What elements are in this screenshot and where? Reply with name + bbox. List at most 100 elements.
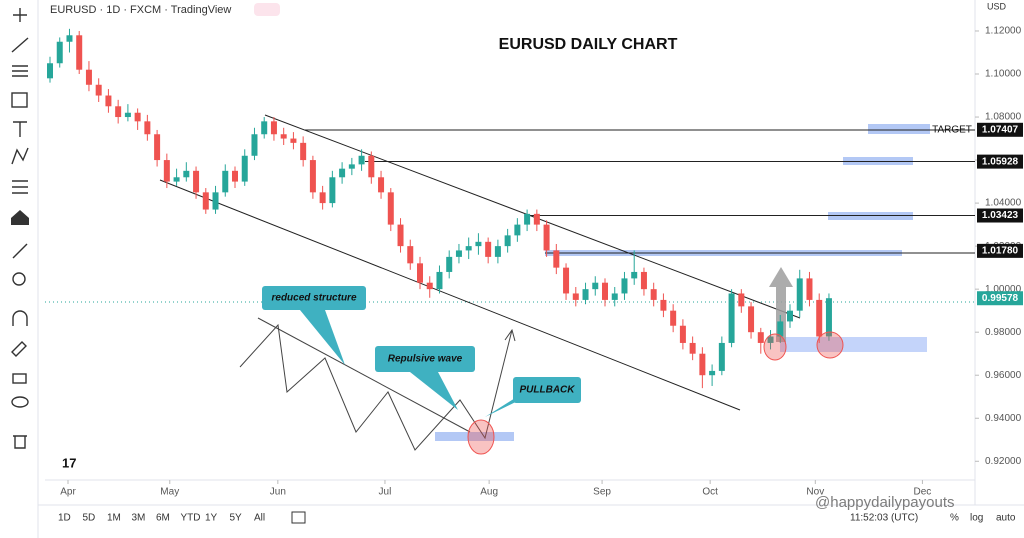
x-tick-label: Jul xyxy=(379,487,392,498)
percent-toggle[interactable]: % xyxy=(950,513,959,524)
x-tick-label: Aug xyxy=(480,487,498,498)
candle-body xyxy=(163,160,170,182)
candle-body xyxy=(738,293,745,307)
indicator-badge[interactable] xyxy=(254,3,280,16)
pattern-tool[interactable] xyxy=(11,147,29,165)
range-button[interactable]: 1M xyxy=(107,513,121,524)
line-tool[interactable] xyxy=(11,37,29,53)
candle-body xyxy=(494,246,501,257)
fib-tool[interactable] xyxy=(12,65,28,77)
candle-body xyxy=(407,246,414,264)
candle-body xyxy=(504,235,511,247)
candle-body xyxy=(455,250,462,257)
range-button[interactable]: 5Y xyxy=(230,513,243,524)
range-button[interactable]: YTD xyxy=(181,513,201,524)
zone xyxy=(780,337,927,352)
candle-body xyxy=(222,170,229,193)
candle-body xyxy=(358,155,365,165)
tv-logo: 17 xyxy=(62,455,76,470)
x-tick-label: Apr xyxy=(60,487,76,498)
candle-body xyxy=(339,168,346,178)
left-toolbar xyxy=(11,0,39,538)
schematic-wave xyxy=(239,323,513,451)
candle-body xyxy=(378,177,385,193)
range-button[interactable]: 1D xyxy=(58,513,71,524)
range-button[interactable]: All xyxy=(254,513,265,524)
currency: USD xyxy=(987,1,1007,11)
crosshair-tool[interactable] xyxy=(13,8,27,22)
draw-mode-tool[interactable] xyxy=(11,341,27,357)
candle-body xyxy=(748,306,755,333)
y-tick-label: 1.12000 xyxy=(985,26,1022,37)
candle-body xyxy=(387,192,394,225)
candle-body xyxy=(417,263,423,283)
highlight-circle xyxy=(467,419,495,455)
candle-body xyxy=(582,289,589,300)
callout-pointer xyxy=(410,372,458,410)
y-tick-label: 1.04000 xyxy=(985,198,1022,209)
candle-body xyxy=(397,224,404,247)
shape-tool[interactable] xyxy=(11,92,28,108)
candle-body xyxy=(426,282,433,290)
highlights xyxy=(467,331,844,455)
magnet-tool[interactable] xyxy=(12,310,28,326)
candle-body xyxy=(592,282,599,290)
hide-tool[interactable] xyxy=(11,396,29,408)
candle-body xyxy=(261,121,268,135)
candle-body xyxy=(85,69,92,85)
prediction-tool[interactable] xyxy=(12,180,28,194)
price-label: 1.03423 xyxy=(982,210,1019,221)
candle-body xyxy=(514,224,521,236)
candle-body xyxy=(718,342,725,371)
candle-body xyxy=(640,271,647,290)
log-toggle[interactable]: log xyxy=(970,513,983,524)
candle-body xyxy=(105,95,112,107)
measure-tool[interactable] xyxy=(12,243,28,259)
icon-tool[interactable] xyxy=(11,210,29,225)
target-zone xyxy=(868,124,930,134)
price-label: 0.99578 xyxy=(982,293,1019,304)
candle-body xyxy=(66,35,73,42)
x-tick-label: Sep xyxy=(593,487,611,498)
candle-body xyxy=(553,250,560,268)
date-range-button[interactable] xyxy=(291,511,306,524)
candle-body xyxy=(816,299,823,337)
price-label: 1.01780 xyxy=(982,246,1019,257)
axes: 0.920000.940000.960000.980001.000001.020… xyxy=(60,26,1023,498)
lock-tool[interactable] xyxy=(12,373,27,384)
auto-toggle[interactable]: auto xyxy=(996,513,1016,524)
chart-title: EURUSD DAILY CHART xyxy=(499,36,678,53)
range-button[interactable]: 5D xyxy=(83,513,96,524)
callout-box xyxy=(375,346,475,372)
candle-body xyxy=(241,155,248,182)
callout-text: Repulsive wave xyxy=(388,354,463,365)
candle-body xyxy=(689,342,696,354)
range-button[interactable]: 3M xyxy=(132,513,146,524)
watermark: @happydailypayouts xyxy=(815,494,954,511)
candle-body xyxy=(660,299,667,311)
y-tick-label: 0.98000 xyxy=(985,327,1022,338)
range-button[interactable]: 6M xyxy=(156,513,170,524)
candle-body xyxy=(631,271,638,279)
callout-box xyxy=(513,377,581,403)
up-arrow xyxy=(769,267,793,342)
x-tick-label: Oct xyxy=(702,487,718,498)
candle-body xyxy=(533,213,540,225)
candle-body xyxy=(679,325,686,343)
remove-tool[interactable] xyxy=(13,435,27,449)
text-tool[interactable] xyxy=(13,121,27,137)
zoom-tool[interactable] xyxy=(12,272,26,286)
highlight-circle xyxy=(763,333,787,361)
clock: 11:52:03 (UTC) xyxy=(850,513,918,524)
callouts: reduced structure Repulsive wave PULLBAC… xyxy=(262,125,972,417)
drawings xyxy=(45,114,975,451)
range-button[interactable]: 1Y xyxy=(205,513,218,524)
candle-body xyxy=(796,278,803,311)
candle-body xyxy=(368,155,375,178)
candle-body xyxy=(270,121,277,135)
zone xyxy=(435,432,514,441)
candle-body xyxy=(485,241,492,257)
candle-body xyxy=(134,112,141,122)
y-tick-label: 1.10000 xyxy=(985,69,1022,80)
